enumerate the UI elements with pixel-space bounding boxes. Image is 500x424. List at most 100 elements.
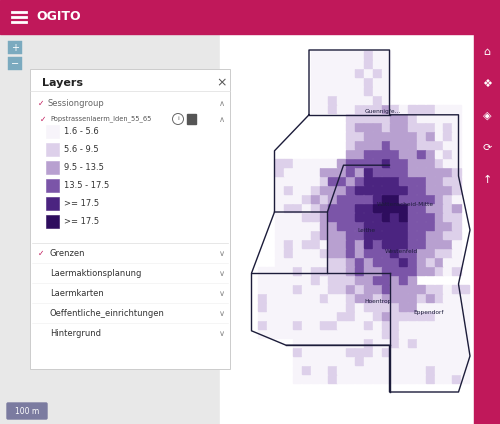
Bar	[399, 123, 407, 131]
Text: Layers: Layers	[42, 78, 83, 88]
Bar	[302, 204, 310, 212]
Bar	[338, 50, 345, 59]
Bar	[311, 258, 319, 266]
Bar	[328, 365, 336, 374]
Bar	[408, 240, 416, 248]
Bar	[364, 365, 372, 374]
Bar	[320, 285, 328, 293]
Bar	[399, 365, 407, 374]
Bar	[444, 339, 452, 347]
Bar	[444, 105, 452, 113]
Bar	[293, 321, 302, 329]
Bar	[258, 312, 266, 320]
Bar	[293, 231, 302, 239]
Bar	[399, 267, 407, 275]
Bar	[338, 204, 345, 212]
Bar	[355, 60, 363, 68]
Bar	[452, 348, 460, 356]
Bar	[382, 231, 390, 239]
Bar	[444, 329, 452, 338]
Text: 9.5 - 13.5: 9.5 - 13.5	[64, 162, 104, 171]
Bar	[293, 348, 302, 356]
Bar	[434, 231, 443, 239]
Text: ∨: ∨	[219, 268, 225, 277]
Bar	[382, 114, 390, 122]
Bar	[382, 86, 390, 95]
Bar	[320, 204, 328, 212]
Bar	[346, 357, 354, 365]
Bar	[284, 329, 292, 338]
Bar	[346, 204, 354, 212]
Bar	[434, 150, 443, 158]
Bar	[346, 60, 354, 68]
Bar	[355, 96, 363, 104]
Bar	[276, 167, 283, 176]
Bar	[399, 167, 407, 176]
Bar	[328, 240, 336, 248]
Bar	[372, 248, 381, 257]
Bar	[426, 240, 434, 248]
Bar	[426, 267, 434, 275]
Bar	[390, 159, 398, 167]
Bar	[382, 240, 390, 248]
Bar	[372, 204, 381, 212]
Bar	[434, 348, 443, 356]
Bar	[355, 50, 363, 59]
Bar	[390, 294, 398, 302]
Bar	[372, 303, 381, 311]
Bar	[382, 312, 390, 320]
Bar	[355, 294, 363, 302]
Bar	[284, 231, 292, 239]
Bar	[328, 167, 336, 176]
Bar	[408, 231, 416, 239]
Bar	[284, 222, 292, 230]
Bar	[266, 321, 275, 329]
Bar	[399, 321, 407, 329]
Bar	[320, 365, 328, 374]
Bar	[328, 248, 336, 257]
Bar	[426, 150, 434, 158]
Bar	[346, 86, 354, 95]
Bar	[408, 267, 416, 275]
Bar	[328, 159, 336, 167]
Bar	[338, 348, 345, 356]
Bar	[444, 258, 452, 266]
Bar	[444, 159, 452, 167]
Bar	[311, 339, 319, 347]
Bar	[372, 312, 381, 320]
Text: ◈: ◈	[483, 111, 491, 121]
Bar	[284, 294, 292, 302]
Bar	[284, 312, 292, 320]
Bar	[408, 159, 416, 167]
Bar	[258, 321, 266, 329]
Bar	[444, 195, 452, 203]
Bar	[444, 348, 452, 356]
Bar	[399, 159, 407, 167]
Bar	[444, 150, 452, 158]
Bar	[364, 131, 372, 140]
Bar	[382, 204, 390, 212]
Bar	[346, 267, 354, 275]
Bar	[302, 258, 310, 266]
Bar	[390, 312, 398, 320]
Bar	[320, 222, 328, 230]
Bar	[346, 186, 354, 194]
Bar	[452, 303, 460, 311]
Text: >= 17.5: >= 17.5	[64, 198, 99, 207]
Bar	[364, 50, 372, 59]
Bar	[390, 276, 398, 284]
Bar	[382, 159, 390, 167]
Bar	[452, 285, 460, 293]
Bar	[302, 159, 310, 167]
Bar	[293, 375, 302, 383]
Bar	[338, 212, 345, 221]
Text: ⌂: ⌂	[484, 47, 490, 57]
Bar	[346, 212, 354, 221]
Text: 100 m: 100 m	[15, 407, 39, 416]
Bar	[355, 86, 363, 95]
Bar	[320, 258, 328, 266]
Text: Hintergrund: Hintergrund	[50, 329, 101, 338]
Bar	[187, 114, 196, 124]
Bar	[372, 258, 381, 266]
Bar	[328, 96, 336, 104]
